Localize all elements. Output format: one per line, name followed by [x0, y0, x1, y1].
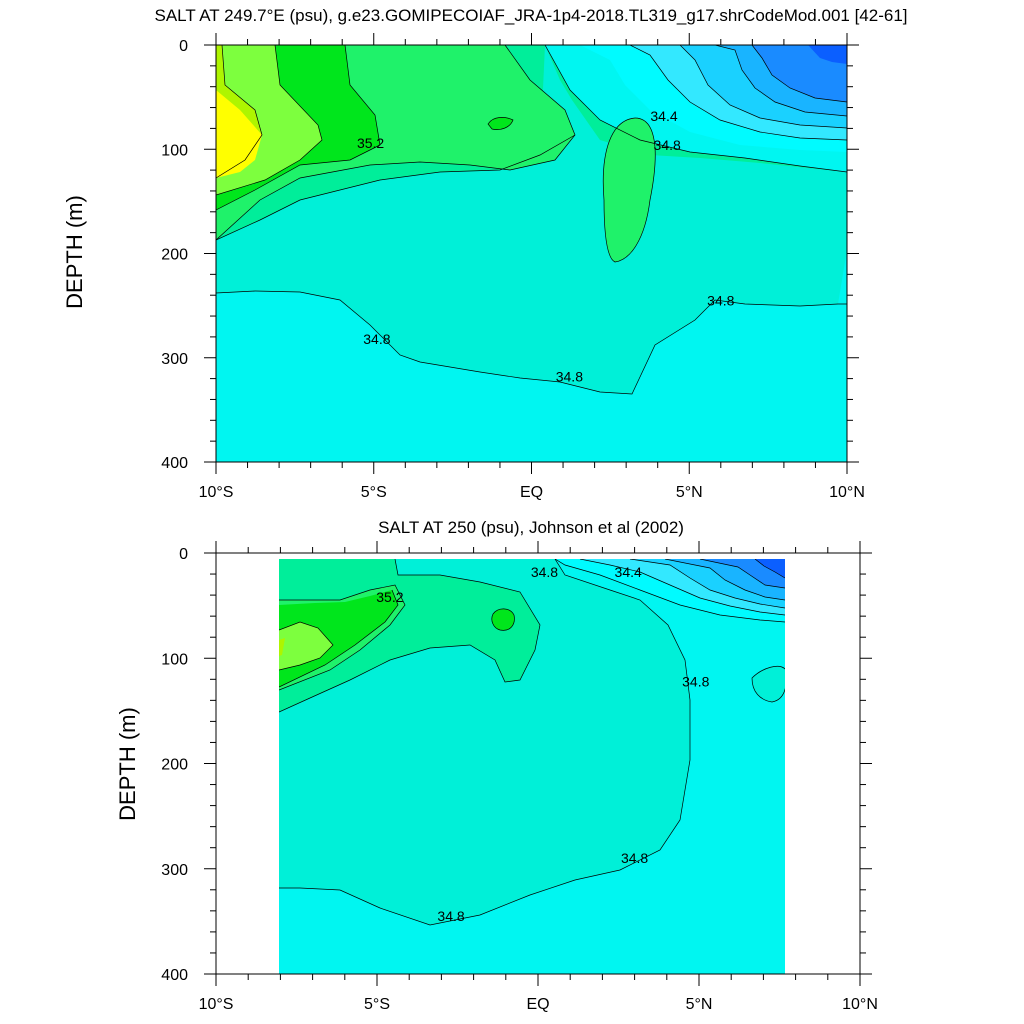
panel1-contour-labels: 34.4 34.8 35.2 34.8 34.8 34.8	[357, 108, 735, 385]
salinity-fill-blob-ne	[752, 666, 785, 702]
salinity-fill-35.4	[279, 590, 398, 687]
y-tick-label: 100	[161, 142, 188, 159]
panel1-tick-labels: 10°S 5°S EQ 5°N 10°N 0 100 200 300 400	[161, 38, 865, 501]
panel2-contour-lines	[279, 559, 785, 926]
y-tick-label: 400	[161, 967, 188, 984]
contour-label: 34.4	[650, 108, 677, 124]
y-tick-label: 100	[161, 651, 188, 668]
x-tick-label: 10°S	[199, 484, 234, 501]
x-tick-label: 5°S	[364, 996, 390, 1013]
panel2-title: SALT AT 250 (psu), Johnson et al (2002)	[378, 518, 684, 537]
panel2-contour-labels: 35.2 34.8 34.4 34.8 34.8 34.8	[376, 564, 709, 924]
panel1-contour-lines	[216, 45, 847, 395]
y-tick-label: 300	[161, 351, 188, 368]
panel2-ylabel: DEPTH (m)	[115, 707, 140, 821]
y-tick-label: 200	[161, 247, 188, 264]
y-tick-label: 0	[179, 546, 188, 563]
x-tick-label: EQ	[520, 484, 543, 501]
x-tick-label: 5°N	[676, 484, 703, 501]
salinity-fill-34.1	[752, 45, 847, 102]
panel1-ylabel: DEPTH (m)	[62, 195, 87, 309]
salinity-fill-blob-eq	[603, 118, 656, 262]
contour-label: 34.8	[707, 292, 734, 308]
panel2-ticks	[204, 541, 872, 986]
contour-label: 34.8	[654, 137, 681, 153]
contour-label: 34.8	[621, 850, 648, 866]
salinity-fill-35.8	[279, 638, 285, 656]
panel2-tick-labels: 10°S 5°S EQ 5°N 10°N 0 100 200 300 400	[161, 546, 878, 1013]
contour-label: 34.8	[531, 564, 558, 580]
x-tick-label: 10°N	[829, 484, 865, 501]
x-tick-label: 10°N	[842, 996, 878, 1013]
y-tick-label: 0	[179, 38, 188, 55]
x-tick-label: 5°S	[361, 484, 387, 501]
y-tick-label: 300	[161, 862, 188, 879]
model-panel: SALT AT 249.7°E (psu), g.e23.GOMIPECOIAF…	[62, 6, 908, 501]
x-tick-label: EQ	[526, 996, 549, 1013]
contour-label: 35.2	[376, 589, 403, 605]
x-tick-label: 10°S	[199, 996, 234, 1013]
y-tick-label: 400	[161, 455, 188, 472]
x-tick-label: 5°N	[686, 996, 713, 1013]
contour-label: 35.2	[357, 135, 384, 151]
contour-label: 34.8	[682, 673, 709, 689]
salinity-fill-34.1	[700, 559, 785, 588]
salinity-fill-34.0	[808, 45, 847, 64]
salinity-fill-35.0	[279, 559, 540, 712]
salinity-fill-max	[216, 90, 262, 178]
contour-label: 34.8	[556, 369, 583, 385]
panel2-contours	[279, 559, 785, 974]
salinity-fill-blob-small	[488, 117, 513, 130]
salinity-fill-35.2-blob	[491, 608, 515, 631]
contour-label: 34.8	[363, 331, 390, 347]
panel1-ticks	[204, 33, 859, 474]
panel1-contours	[216, 45, 847, 462]
contour-label: 34.8	[437, 908, 464, 924]
observation-panel: SALT AT 250 (psu), Johnson et al (2002)	[115, 518, 878, 1013]
y-tick-label: 200	[161, 757, 188, 774]
panel1-title: SALT AT 249.7°E (psu), g.e23.GOMIPECOIAF…	[154, 6, 907, 25]
contour-label: 34.4	[615, 564, 642, 580]
